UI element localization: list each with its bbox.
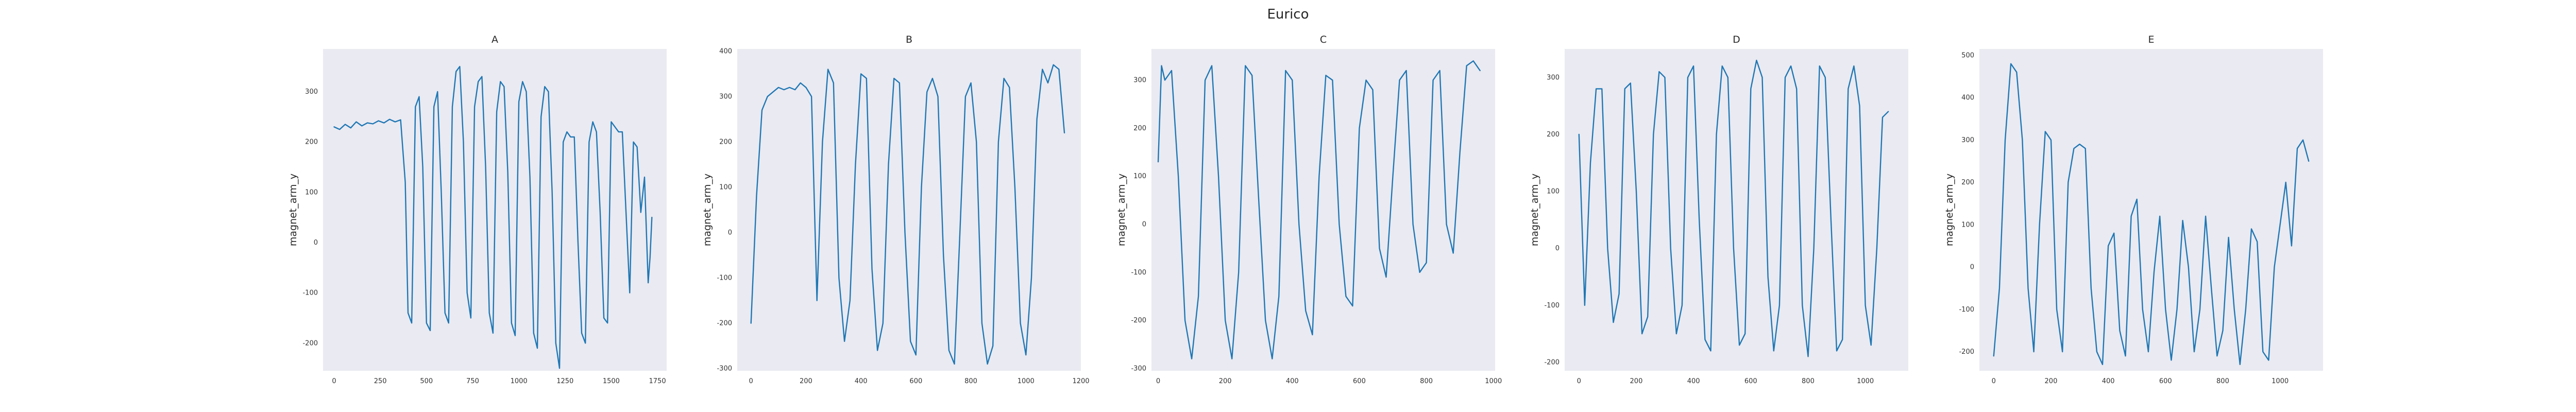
y-tick-label: -100	[717, 274, 732, 282]
y-tick-label: 200	[1961, 179, 1974, 186]
y-tick-label: -100	[1544, 302, 1560, 310]
y-tick-label: 200	[305, 139, 318, 146]
y-tick-label: -200	[717, 320, 732, 328]
x-tick-label: 800	[2216, 377, 2229, 385]
x-tick-label: 250	[374, 377, 387, 385]
y-tick-label: 100	[1961, 221, 1974, 229]
y-tick-label: 200	[1547, 131, 1560, 139]
x-tick-label: 800	[1802, 377, 1815, 385]
series-line	[1157, 60, 1481, 359]
x-tick-label: 0	[332, 377, 336, 385]
y-tick-label: 300	[1133, 77, 1146, 84]
x-tick-label: 1000	[2272, 377, 2289, 385]
y-tick-label: 100	[305, 188, 318, 196]
subplot-title: D	[1733, 34, 1740, 45]
y-tick-label: 100	[1133, 173, 1146, 180]
y-tick-label: 400	[719, 47, 732, 55]
series-line	[1578, 59, 1889, 357]
figure-title: Eurico	[1267, 7, 1309, 22]
x-tick-label: 1000	[1485, 377, 1502, 385]
x-tick-label: 400	[1286, 377, 1299, 385]
series-line	[333, 65, 653, 369]
y-tick-label: 0	[314, 239, 318, 247]
x-tick-label: 200	[2045, 377, 2058, 385]
y-tick-label: 0	[1142, 220, 1146, 228]
y-axis-label: magnet_arm_y	[287, 174, 299, 246]
subplot-title: C	[1320, 34, 1327, 45]
y-tick-label: 300	[719, 93, 732, 100]
x-tick-label: 400	[855, 377, 868, 385]
y-tick-label: -300	[717, 365, 732, 373]
y-tick-label: -200	[1544, 358, 1560, 366]
x-tick-label: 800	[964, 377, 977, 385]
y-tick-label: 0	[1555, 245, 1560, 252]
y-tick-label: -100	[1131, 269, 1146, 277]
y-tick-label: 300	[1961, 136, 1974, 144]
x-tick-label: 200	[1630, 377, 1643, 385]
x-tick-label: 0	[1992, 377, 1996, 385]
x-tick-label: 1500	[603, 377, 620, 385]
y-tick-label: -100	[1959, 306, 1974, 314]
y-axis-label: magnet_arm_y	[1944, 174, 1955, 246]
x-tick-label: 1750	[649, 377, 666, 385]
series-line	[750, 64, 1065, 365]
x-tick-label: 600	[2159, 377, 2172, 385]
y-tick-label: -100	[302, 289, 318, 297]
plot-area	[1565, 49, 1908, 371]
x-tick-label: 1000	[1018, 377, 1035, 385]
x-tick-label: 1000	[511, 377, 528, 385]
y-tick-label: 500	[1961, 52, 1974, 59]
y-axis-label: magnet_arm_y	[1529, 174, 1540, 246]
y-tick-label: 300	[305, 88, 318, 96]
y-tick-label: 400	[1961, 94, 1974, 102]
x-tick-label: 600	[909, 377, 922, 385]
y-tick-label: -300	[1131, 365, 1146, 372]
plot-area	[1151, 49, 1495, 371]
x-tick-label: 1000	[1857, 377, 1874, 385]
y-axis-label: magnet_arm_y	[702, 174, 713, 246]
y-tick-label: -200	[1131, 317, 1146, 324]
x-tick-label: 600	[1744, 377, 1757, 385]
x-tick-label: 500	[420, 377, 433, 385]
y-axis-label: magnet_arm_y	[1116, 174, 1127, 246]
x-tick-label: 1250	[556, 377, 573, 385]
x-tick-label: 750	[466, 377, 479, 385]
y-tick-label: 200	[719, 138, 732, 146]
x-tick-label: 600	[1353, 377, 1366, 385]
y-tick-label: 0	[728, 229, 732, 237]
y-tick-label: 200	[1133, 125, 1146, 132]
x-tick-label: 400	[1687, 377, 1700, 385]
x-tick-label: 0	[749, 377, 753, 385]
y-tick-label: 300	[1547, 74, 1560, 81]
x-tick-label: 1200	[1072, 377, 1089, 385]
series-line	[1993, 63, 2310, 365]
y-tick-label: -200	[1959, 348, 1974, 356]
subplot-title: B	[906, 34, 912, 45]
y-tick-label: -200	[302, 339, 318, 347]
y-tick-label: 100	[1547, 188, 1560, 196]
subplot-title: E	[2148, 34, 2154, 45]
x-tick-label: 800	[1420, 377, 1433, 385]
y-tick-label: 100	[719, 183, 732, 191]
x-tick-label: 0	[1577, 377, 1581, 385]
x-tick-label: 0	[1156, 377, 1160, 385]
x-tick-label: 200	[1219, 377, 1232, 385]
y-tick-label: 0	[1970, 264, 1974, 271]
x-tick-label: 400	[2102, 377, 2115, 385]
x-tick-label: 200	[800, 377, 812, 385]
subplot-title: A	[492, 34, 498, 45]
